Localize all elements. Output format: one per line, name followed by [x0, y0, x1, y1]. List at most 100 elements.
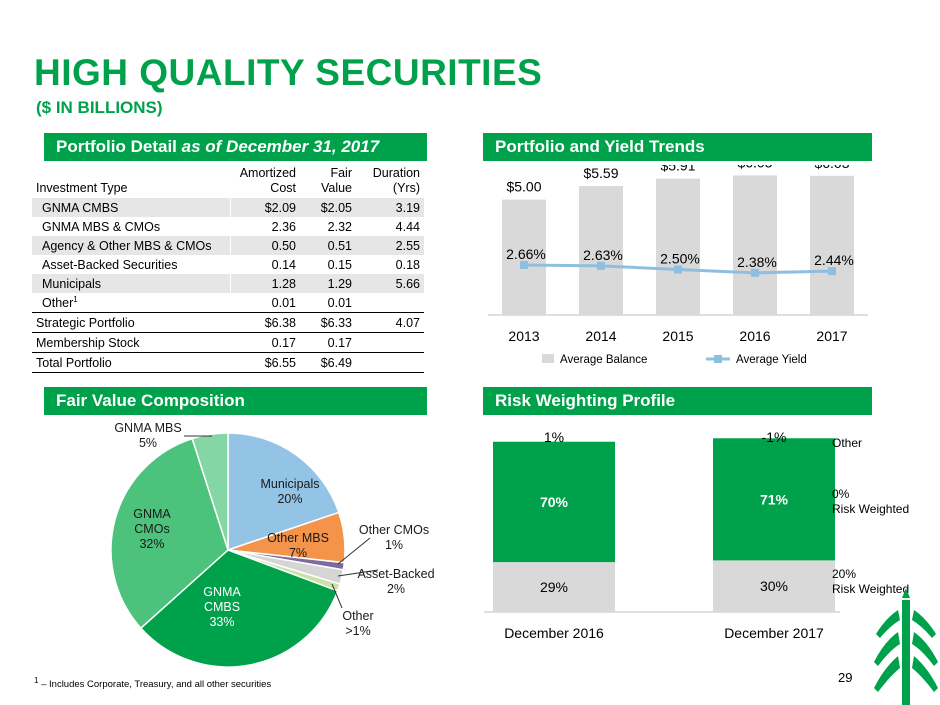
- risk-20-label: 30%: [760, 578, 788, 594]
- risk-legend-0-pct: 0%: [832, 487, 850, 501]
- balance-bar: [810, 175, 854, 315]
- legend-yield-swatch: [714, 355, 722, 363]
- risk-20-bar: [493, 562, 615, 612]
- balance-bar: [733, 175, 777, 315]
- yield-point: [751, 268, 759, 277]
- risk-weighting-chart: 29% 70% 1% December 2016 30% 71% -1% December 2…: [484, 429, 909, 641]
- portfolio-detail-date: as of December 31, 2017: [181, 137, 380, 156]
- balance-bar: [502, 199, 546, 315]
- balance-bar: [579, 186, 623, 315]
- risk-legend-20: 20% Risk Weighted: [832, 567, 909, 596]
- pie-label-name: GNMA MBS: [114, 421, 181, 435]
- pie-label: Asset-Backed 2%: [357, 567, 434, 596]
- table-cell-investment-type: Agency & Other MBS & CMOs: [32, 236, 231, 255]
- portfolio-detail-header: Portfolio Detail as of December 31, 2017: [44, 133, 427, 161]
- page-subtitle: ($ IN BILLIONS): [36, 98, 163, 117]
- yield-label: 2.63%: [583, 247, 623, 263]
- table-cell-investment-type: Asset-Backed Securities: [42, 257, 178, 272]
- table-cell-investment-type: GNMA MBS & CMOs: [42, 219, 161, 234]
- table-row: Total Portfolio $6.55 $6.49: [32, 352, 424, 373]
- pie-slice: [191, 432, 229, 551]
- fair-value-header: Fair Value Composition: [44, 387, 427, 415]
- pie-label: GNMA CMOs 32%: [133, 507, 171, 551]
- balance-label: $6.05: [737, 165, 772, 170]
- pie-label: Other CMOs 1%: [359, 523, 429, 552]
- pie-slice: [110, 437, 229, 630]
- table-header-row: Investment Type Amortized Cost Fair Value …: [32, 166, 424, 198]
- yield-label: 2.44%: [814, 252, 854, 268]
- x-tick-label: December 2017: [724, 625, 824, 641]
- table-cell-fair-value: 0.17: [300, 332, 356, 353]
- table-cell-fair-value: 0.51: [300, 236, 356, 255]
- table-row: Strategic Portfolio $6.38 $6.33 4.07: [32, 312, 424, 333]
- table-cell-investment-type: Other1: [42, 294, 78, 311]
- pie-label: GNMA CMBS 33%: [203, 585, 241, 629]
- table-cell-amortized-cost: 2.36: [271, 219, 296, 234]
- risk-20-label: 29%: [540, 579, 568, 595]
- pie-slice: [227, 432, 340, 552]
- legend-balance-label: Average Balance: [560, 354, 647, 366]
- header-investment-type: Investment Type: [36, 181, 128, 195]
- balance-label: $5.00: [506, 179, 541, 195]
- yield-point: [674, 265, 682, 274]
- risk-legend-0: 0% Risk Weighted: [832, 487, 909, 516]
- header-amortized-cost: Amortized Cost: [239, 166, 296, 195]
- yield-label: 2.66%: [506, 246, 546, 262]
- legend-yield-label: Average Yield: [736, 354, 807, 366]
- fair-value-composition-chart: Municipals 20% Other MBS 7% Other CMOs 1% Asse…: [110, 421, 435, 668]
- pie-label-pct: >1%: [345, 624, 370, 638]
- header-duration: Duration (Yrs): [372, 166, 420, 195]
- risk-0-label: 71%: [760, 491, 789, 507]
- x-tick-label: December 2016: [504, 625, 604, 641]
- risk-header: Risk Weighting Profile: [483, 387, 872, 415]
- table-cell-amortized-cost: $6.55: [230, 352, 300, 373]
- pie-label-name: GNMA: [203, 585, 241, 599]
- pie-leader-line: [337, 537, 371, 565]
- x-tick-label: 2014: [585, 328, 616, 344]
- table-cell-amortized-cost: $2.09: [230, 198, 300, 217]
- pie-label: Municipals 20%: [260, 477, 319, 506]
- yield-point: [828, 267, 836, 276]
- table-row: Other1 0.01 0.01: [32, 293, 424, 313]
- table-cell-investment-type: Total Portfolio: [32, 352, 230, 373]
- pie-label-pct: 5%: [139, 436, 157, 450]
- pie-label-pct: 1%: [385, 538, 403, 552]
- table-cell-fair-value: 0.01: [327, 295, 352, 310]
- table-row: GNMA CMBS $2.09 $2.05 3.19: [32, 198, 424, 217]
- table-cell-amortized-cost: 0.50: [230, 236, 300, 255]
- balance-label: $6.03: [814, 165, 849, 171]
- table-cell-duration: [356, 293, 424, 313]
- pie-label-pct: 7%: [289, 546, 307, 560]
- header-fair-value: Fair Value: [320, 166, 352, 195]
- table-cell-duration: [356, 352, 424, 373]
- table-row: Asset-Backed Securities 0.14 0.15 0.18: [32, 255, 424, 274]
- table-cell-investment-type: Membership Stock: [32, 332, 230, 353]
- yield-label: 2.38%: [737, 254, 777, 270]
- table-row: GNMA MBS & CMOs 2.36 2.32 4.44: [32, 217, 424, 236]
- page-number: 29: [838, 670, 853, 685]
- pie-label: Other MBS 7%: [267, 531, 329, 560]
- pie-leader-line: [337, 569, 379, 577]
- risk-legend-20-text: Risk Weighted: [832, 582, 909, 596]
- table-row: Municipals 1.28 1.29 5.66: [32, 274, 424, 293]
- table-cell-amortized-cost: 0.17: [230, 332, 300, 353]
- pie-label-name: Municipals: [260, 477, 319, 491]
- pie-label: Other >1%: [342, 609, 373, 638]
- table-cell-duration: 0.18: [395, 257, 420, 272]
- table-cell-fair-value: 2.32: [327, 219, 352, 234]
- risk-other-label: 1%: [544, 429, 564, 445]
- legend-balance-swatch: [542, 354, 554, 363]
- footnote: 1 – Includes Corporate, Treasury, and al…: [34, 676, 271, 690]
- pie-label-name: GNMA: [133, 507, 171, 521]
- balance-label: $5.91: [660, 165, 695, 174]
- table-cell-fair-value: 0.15: [327, 257, 352, 272]
- x-tick-label: 2015: [662, 328, 693, 344]
- table-cell-investment-type: Municipals: [32, 274, 231, 293]
- portfolio-detail-table: Investment Type Amortized Cost Fair Value …: [32, 166, 424, 373]
- pie-label-pct: 33%: [209, 615, 234, 629]
- pie-label-name: Other MBS: [267, 531, 329, 545]
- portfolio-yield-trends-chart: $5.00 2013 $5.59 2014 $5.91 2015 $6.05 2016 $6.0…: [488, 165, 868, 366]
- table-cell-investment-type: GNMA CMBS: [32, 198, 231, 217]
- table-cell-duration: 3.19: [356, 198, 424, 217]
- x-tick-label: 2017: [816, 328, 847, 344]
